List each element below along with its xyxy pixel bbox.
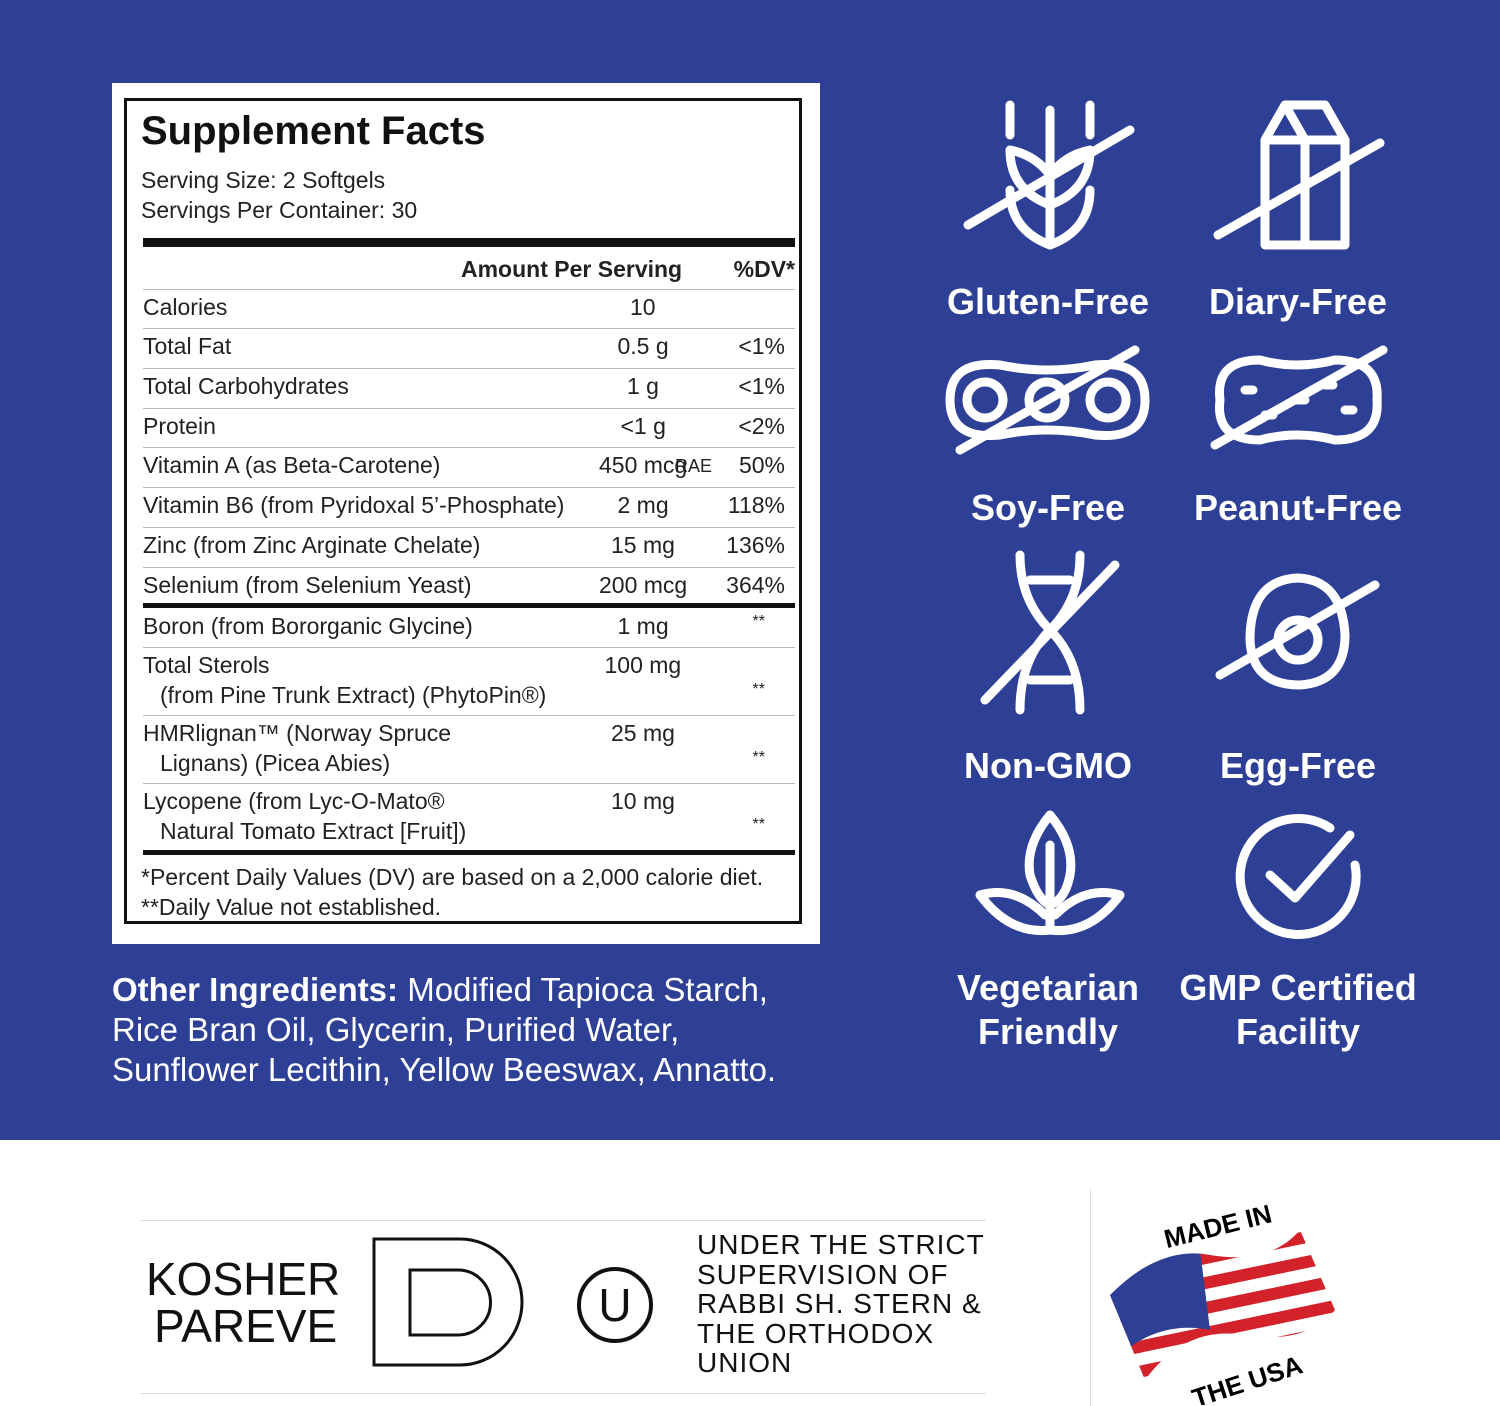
badge-label: Non-GMO	[964, 745, 1132, 786]
nutrient-name: Vitamin B6 (from Pyridoxal 5’-Phosphate)	[143, 492, 565, 518]
badge-label: Vegetarian Friendly	[956, 967, 1140, 1052]
fact-row: Total Fat 0.5 g <1%	[143, 328, 795, 369]
daily-value: **	[752, 613, 765, 630]
nutrient-name: Total Carbohydrates	[143, 373, 349, 399]
fact-row: Zinc (from Zinc Arginate Chelate) 15 mg 13…	[143, 527, 795, 568]
fact-row: Vitamin B6 (from Pyridoxal 5’-Phosphate)…	[143, 487, 795, 528]
fact-row: Boron (from Bororganic Glycine) 1 mg **	[143, 608, 795, 648]
facts-title: Supplement Facts	[141, 109, 486, 153]
kosher-seal	[372, 1237, 524, 1367]
usa-flag: MADE IN THE USA	[1110, 1198, 1335, 1405]
daily-value: 136%	[726, 532, 785, 558]
nutrient-name: Boron (from Bororganic Glycine)	[143, 613, 473, 639]
fact-row: Total Sterols (from Pine Trunk Extract) (…	[143, 647, 795, 716]
nutrient-name: HMRlignan™ (Norway Spruce	[143, 720, 452, 746]
pareve: PAREVE	[154, 1300, 338, 1352]
servings-per-container: Servings Per Container: 30	[141, 197, 418, 223]
divider	[143, 603, 795, 608]
footnote: **Daily Value not established.	[141, 894, 442, 920]
amount: 0.5 g	[617, 333, 669, 359]
daily-value: **	[752, 749, 765, 766]
peanut-icon	[1210, 345, 1388, 450]
blue-section: Supplement Facts Serving Size: 2 Softgel…	[0, 0, 1500, 1140]
fact-row: Calories 10	[143, 289, 795, 329]
daily-value: <1%	[738, 333, 785, 359]
daily-value: <2%	[738, 413, 785, 439]
amount-unit: RAE	[675, 456, 713, 476]
ou-logo: U	[577, 1267, 653, 1343]
nutrient-name: Total Fat	[143, 333, 232, 359]
check-icon	[1235, 814, 1361, 939]
amount: 1 g	[627, 373, 659, 399]
header-row: Amount Per Serving %DV*	[143, 251, 795, 290]
rule	[140, 1393, 986, 1394]
supervision: UNDER THE STRICT SUPERVISION OF RABBI SH…	[697, 1229, 985, 1378]
nutrient-name: Natural Tomato Extract [Fruit])	[160, 818, 467, 844]
rule	[140, 1220, 986, 1221]
amount: 10	[630, 294, 656, 320]
nutrient-name: Vitamin A (as Beta-Carotene)	[143, 452, 441, 478]
nutrient-name: Calories	[143, 294, 228, 320]
fact-row: Total Carbohydrates 1 g <1%	[143, 368, 795, 409]
nutrient-name: Lycopene (from Lyc-O-Mato®	[143, 788, 445, 814]
other-ingredients: Other Ingredients: Modified Tapioca Star…	[112, 970, 832, 1090]
soy-icon	[945, 345, 1150, 455]
nutrient-name: (from Pine Trunk Extract) (PhytoPin®)	[160, 682, 547, 708]
daily-value: 50%	[738, 452, 785, 478]
amount: 2 mg	[617, 492, 669, 518]
serving-size: Serving Size: 2 Softgels	[141, 167, 386, 193]
badge-label: Soy-Free	[970, 487, 1126, 528]
egg-icon	[1215, 573, 1380, 690]
amount: 15 mg	[611, 532, 675, 558]
amount: <1 g	[620, 413, 666, 439]
leaf-icon	[975, 810, 1125, 936]
facts-panel: Supplement Facts Serving Size: 2 Softgel…	[112, 83, 820, 944]
divider	[143, 238, 795, 247]
daily-value: 364%	[726, 572, 785, 598]
badge-label: Diary-Free	[1208, 281, 1388, 322]
daily-value: **	[752, 816, 765, 833]
dv-header: %DV*	[733, 256, 795, 282]
fact-row: Lycopene (from Lyc-O-Mato® Natural Tomato…	[143, 783, 795, 850]
nutrient-name: Zinc (from Zinc Arginate Chelate)	[143, 532, 481, 558]
ou-symbol: U	[598, 1279, 631, 1331]
nutrient-name: Selenium (from Selenium Yeast)	[143, 572, 472, 598]
amount: 450 mcg	[599, 452, 688, 478]
dairy-icon	[1213, 100, 1385, 250]
nutrient-name: Lignans) (Picea Abies)	[160, 750, 391, 776]
amount: 25 mg	[611, 720, 675, 746]
kosher: KOSHER	[146, 1253, 341, 1305]
ingredients-label: Other Ingredients:	[112, 971, 399, 1008]
amount: 100 mg	[604, 652, 682, 678]
daily-value: **	[752, 681, 765, 698]
amount-header: Amount Per Serving	[461, 256, 683, 282]
the-usa: THE USA	[1188, 1349, 1306, 1405]
amount: 1 mg	[617, 613, 669, 639]
daily-value: 118%	[727, 492, 785, 518]
facts-box: Supplement Facts Serving Size: 2 Softgel…	[124, 98, 802, 924]
daily-value: <1%	[738, 373, 785, 399]
fact-row: Vitamin A (as Beta-Carotene) 450 mcg RAE 50…	[143, 447, 795, 488]
badge-label: GMP Certified Facility	[1179, 967, 1417, 1052]
rule	[1090, 1190, 1091, 1406]
made-in: MADE IN	[1161, 1198, 1275, 1254]
amount: 10 mg	[611, 788, 675, 814]
fact-row: Selenium (from Selenium Yeast) 200 mcg 364…	[143, 567, 795, 602]
badge-label: Gluten-Free	[946, 281, 1150, 322]
gluten-icon	[963, 100, 1135, 250]
divider	[143, 850, 795, 855]
dna-icon	[980, 550, 1120, 715]
nutrient-name: Total Sterols	[143, 652, 270, 678]
nutrient-name: Protein	[143, 413, 216, 439]
footnote: *Percent Daily Values (DV) are based on …	[141, 864, 764, 890]
ingredients-text: Modified Tapioca Starch, Rice Bran Oil, …	[112, 971, 777, 1088]
fact-row: Protein <1 g <2%	[143, 408, 795, 448]
badge-label: Peanut-Free	[1193, 487, 1403, 528]
fact-row: HMRlignan™ (Norway Spruce Lignans) (Picea…	[143, 715, 795, 784]
badge-label: Egg-Free	[1219, 745, 1377, 786]
amount: 200 mcg	[599, 572, 688, 598]
